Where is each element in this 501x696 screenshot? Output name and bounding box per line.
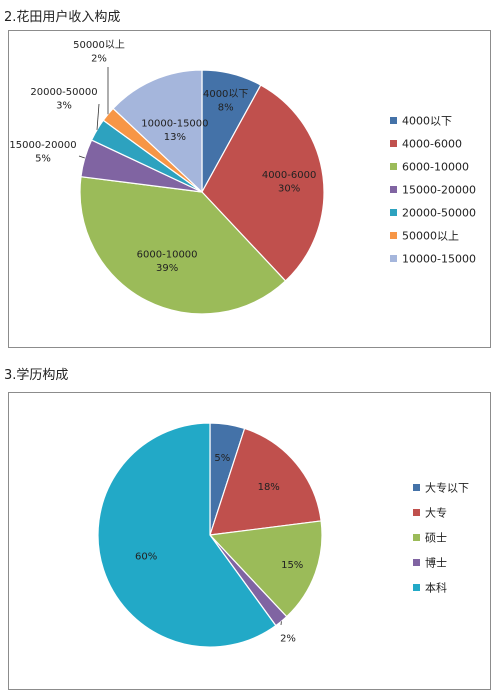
legend-swatch — [390, 117, 397, 124]
pie-slice — [208, 520, 323, 618]
pie-data-label: 50000以上 2% — [73, 39, 125, 65]
income-chart-heading: 2.花田用户收入构成 — [4, 10, 121, 25]
legend-swatch — [413, 484, 420, 491]
legend-swatch — [390, 186, 397, 193]
legend-swatch — [390, 140, 397, 147]
pie-data-label: 4000-6000 30% — [262, 170, 317, 195]
legend-label: 15000-20000 — [402, 184, 476, 197]
legend-label: 6000-10000 — [402, 161, 469, 174]
pie-data-label: 18% — [258, 482, 280, 493]
legend-label: 大专 — [425, 506, 447, 520]
legend-swatch — [413, 509, 420, 516]
legend-label: 4000以下 — [402, 115, 452, 128]
legend-swatch — [413, 559, 420, 566]
pie-data-label: 10000-15000 13% — [141, 118, 208, 143]
income-pie-chart: 4000以下 8% 4000-6000 30% 6000-10000 39% 15000-2… — [8, 30, 491, 348]
legend-label: 50000以上 — [402, 230, 459, 243]
pie-leader-line — [78, 155, 85, 159]
pie-slice — [209, 427, 322, 536]
income-pie-svg: 4000以下 8% 4000-6000 30% 6000-10000 39% 15000-2… — [9, 39, 476, 315]
legend-swatch — [413, 534, 420, 541]
legend-label: 本科 — [425, 581, 447, 595]
pie-slice — [112, 69, 203, 194]
pie-data-label: 20000-50000 3% — [30, 87, 97, 112]
education-pie-chart: 5% 18% 15% 2% 60% 大专以下大专硕士博士本科 — [8, 392, 491, 690]
legend-label: 4000-6000 — [402, 138, 462, 151]
pie-slice — [79, 176, 287, 315]
legend-label: 大专以下 — [425, 481, 469, 495]
education-chart-heading: 3.学历构成 — [4, 368, 69, 383]
pie-slice — [201, 84, 325, 282]
pie-data-label: 6000-10000 39% — [137, 250, 198, 275]
pie-data-label: 5% — [214, 453, 230, 464]
pie-slice — [97, 422, 277, 648]
legend-swatch — [390, 209, 397, 216]
legend-label: 20000-50000 — [402, 207, 476, 220]
legend-label: 10000-15000 — [402, 253, 476, 266]
pie-leader-line — [96, 103, 100, 130]
pie-data-label: 15% — [281, 560, 303, 571]
legend-swatch — [390, 255, 397, 262]
pie-data-label: 4000以下 8% — [203, 89, 248, 114]
pie-data-label: 15000-20000 5% — [9, 140, 76, 165]
legend-label: 博士 — [425, 557, 447, 570]
pie-data-label: 60% — [135, 551, 157, 562]
pie-data-label: 2% — [280, 634, 296, 645]
legend-swatch — [390, 232, 397, 239]
legend-swatch — [390, 163, 397, 170]
legend-label: 硕士 — [425, 532, 447, 545]
legend-swatch — [413, 584, 420, 591]
